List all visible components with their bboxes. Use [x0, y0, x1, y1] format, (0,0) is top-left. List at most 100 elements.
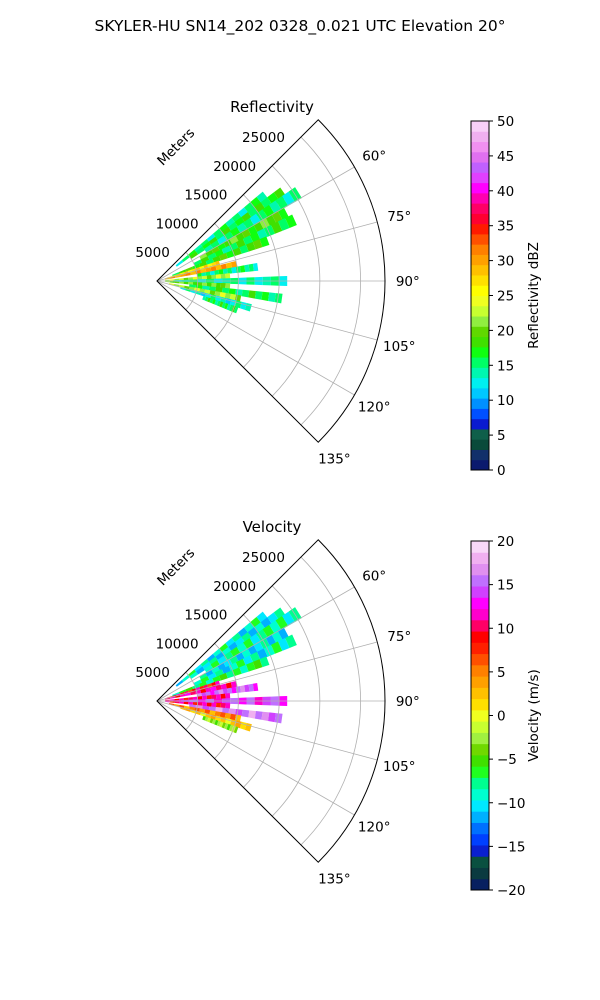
radar-cell — [184, 285, 190, 290]
colorbar-swatch — [471, 151, 489, 163]
radar-cell — [194, 664, 204, 673]
radar-cell — [183, 277, 189, 281]
radar-cell — [277, 207, 289, 221]
radar-cell — [220, 693, 226, 699]
radar-cell — [165, 701, 170, 703]
reflectivity-panel: Reflectivity 5000 10000 15000 20000 25000 Mete… — [135, 98, 542, 479]
azimuth-tick-label: 75° — [387, 629, 411, 645]
radar-cell — [202, 661, 212, 671]
colorbar-swatch — [471, 541, 489, 553]
radar-cell — [215, 274, 221, 280]
radar-cell — [278, 217, 290, 231]
radar-cell — [200, 688, 207, 694]
radar-cell — [211, 274, 217, 280]
radar-cell — [209, 290, 216, 296]
radar-cell — [215, 264, 222, 271]
range-tick-label: 15000 — [184, 608, 227, 624]
range-tick-label: 5000 — [135, 245, 169, 261]
colorbar-tick-label: 30 — [497, 254, 514, 270]
radar-cell — [219, 301, 224, 308]
radar-cell — [216, 300, 221, 307]
radar-cell — [282, 611, 296, 626]
radar-cell — [202, 282, 207, 287]
radial-axis-label: Meters — [154, 545, 198, 589]
radar-cell — [168, 703, 175, 706]
radar-cell — [217, 655, 227, 665]
radar-cell — [169, 696, 176, 699]
radar-cell — [169, 276, 176, 279]
radar-cell — [190, 691, 196, 696]
colorbar-swatch — [471, 709, 489, 722]
radar-cell — [204, 716, 209, 722]
colorbar-swatch — [471, 867, 489, 880]
radar-cell — [219, 643, 230, 654]
azimuth-tick-label: 105° — [383, 759, 416, 775]
azimuth-spoke — [156, 700, 355, 816]
colorbar-tick-label: −20 — [497, 883, 526, 899]
radar-cell — [209, 690, 215, 696]
colorbar-swatch — [471, 878, 489, 891]
radar-cell — [271, 641, 283, 654]
colorbar-tick-label: 5 — [497, 428, 506, 444]
radar-cell — [224, 303, 229, 310]
radar-cell — [248, 710, 256, 719]
colorbar-swatch — [471, 732, 489, 745]
radar-cell — [202, 275, 207, 280]
radar-cell — [211, 299, 216, 305]
radar-cell — [192, 702, 198, 706]
radar-cell — [180, 273, 186, 277]
colorbar-swatch — [471, 439, 489, 450]
radar-cell — [216, 720, 221, 727]
radar-cell — [165, 279, 170, 281]
azimuth-spoke — [156, 280, 355, 396]
radar-cell — [208, 236, 219, 246]
radar-cell — [210, 240, 221, 249]
colorbar-swatch — [471, 822, 489, 835]
colorbar-swatch — [471, 698, 489, 711]
radar-cell — [210, 660, 221, 669]
range-tick-label: 25000 — [242, 550, 285, 566]
radar-cell — [244, 684, 250, 693]
colorbar-swatch — [471, 743, 489, 756]
radar-cell — [214, 689, 220, 696]
radar-cell — [183, 281, 189, 285]
radar-cell — [252, 659, 263, 670]
colorbar-swatch — [471, 213, 489, 225]
radar-cell — [212, 648, 224, 659]
radar-cell — [239, 244, 249, 254]
radar-cell — [206, 275, 212, 280]
radar-cell — [269, 620, 282, 634]
radar-cell — [192, 696, 198, 700]
radar-cell — [173, 283, 180, 287]
radar-cell — [228, 304, 234, 312]
radar-cell — [225, 262, 233, 269]
colorbar-tick-label: 15 — [497, 578, 514, 594]
radar-cell — [222, 688, 228, 695]
radar-cell — [215, 694, 221, 700]
colorbar-swatch — [471, 653, 489, 666]
radar-cell — [211, 245, 220, 254]
radar-cell — [227, 687, 233, 694]
colorbar-swatch — [471, 552, 489, 565]
radar-cell — [228, 641, 240, 653]
radar-cell — [199, 261, 208, 268]
radar-cell — [192, 282, 198, 286]
radar-cell — [215, 231, 226, 242]
radar-cell — [228, 221, 240, 233]
radar-cell — [209, 270, 215, 276]
radar-cell — [207, 717, 211, 723]
azimuth-tick-label: 60° — [362, 149, 386, 165]
range-tick-label: 10000 — [156, 636, 199, 652]
radar-cell — [209, 298, 214, 304]
radar-cell — [252, 239, 263, 250]
radar-cell — [285, 634, 297, 648]
radar-cell — [261, 711, 270, 721]
radar-cell — [204, 664, 214, 673]
colorbar-tick-label: −15 — [497, 839, 526, 855]
azimuth-spoke — [156, 586, 355, 702]
radar-cell — [183, 697, 189, 701]
radar-cell — [192, 263, 201, 270]
radar-cell — [231, 686, 237, 694]
radar-cell — [215, 651, 226, 662]
radar-cell — [221, 302, 226, 309]
